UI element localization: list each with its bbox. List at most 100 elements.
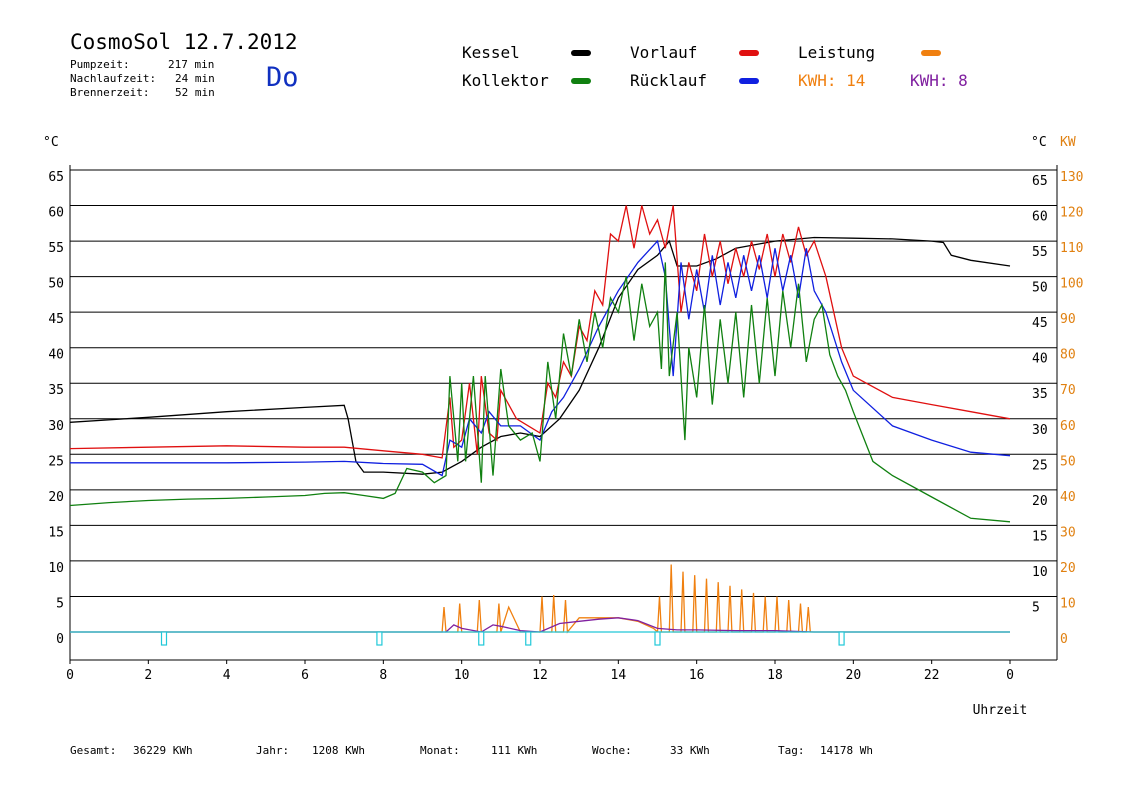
legend-swatch-kollektor — [571, 78, 591, 84]
stat-nachlaufzeit-value: 24 min — [175, 72, 215, 85]
series-line-leistung — [70, 564, 1010, 634]
stat-pumpzeit-value: 217 min — [168, 58, 215, 71]
x-tick-label: 0 — [66, 668, 74, 683]
stat-brennerzeit-value: 52 min — [175, 86, 215, 99]
y-tick-label-right: 35 — [1032, 387, 1048, 402]
x-tick-label: 4 — [223, 668, 231, 683]
y-axis-unit-right: °C — [1031, 135, 1047, 150]
y-tick-label-right: 55 — [1032, 245, 1048, 260]
stat-pumpzeit-label: Pumpzeit: — [70, 58, 130, 71]
pump-marker — [160, 631, 168, 646]
stat-nachlaufzeit-label: Nachlaufzeit: — [70, 72, 157, 85]
y-tick-label-power: 0 — [1060, 632, 1068, 647]
series-line-kollektor — [69, 262, 1011, 523]
x-tick-label: 16 — [689, 668, 705, 683]
x-axis-title: Uhrzeit — [973, 703, 1028, 718]
y-tick-label-power: 50 — [1060, 454, 1076, 469]
y-tick-label-power: 80 — [1060, 348, 1076, 363]
y-tick-label-left: 20 — [48, 490, 64, 505]
y-tick-label-left: 65 — [48, 170, 64, 185]
x-tick-label: 12 — [532, 668, 548, 683]
legend-label-ruecklauf: Rücklauf — [630, 71, 708, 90]
x-tick-label: 8 — [379, 668, 387, 683]
pump-marker — [478, 631, 485, 646]
footer-woche-label: Woche: — [592, 744, 632, 757]
pump-marker — [376, 631, 383, 646]
x-tick-label: 20 — [846, 668, 862, 683]
y-tick-label-power: 30 — [1060, 525, 1076, 540]
x-tick-label: 6 — [301, 668, 309, 683]
y-tick-label-left: 25 — [48, 454, 64, 469]
y-tick-label-power: 110 — [1060, 241, 1083, 256]
y-tick-label-left: 35 — [48, 383, 64, 398]
legend-swatch-vorlauf — [739, 50, 759, 56]
footer-jahr-value: 1208 KWh — [312, 744, 365, 757]
x-tick-label: 14 — [611, 668, 627, 683]
footer-gesamt-label: Gesamt: — [70, 744, 117, 757]
legend-swatch-ruecklauf — [739, 78, 759, 84]
y-tick-label-right: 40 — [1032, 352, 1048, 367]
series-line-kessel — [69, 236, 1011, 475]
y-tick-label-left: 5 — [56, 596, 64, 611]
y-tick-label-power: 90 — [1060, 312, 1076, 327]
x-tick-label: 0 — [1006, 668, 1014, 683]
footer-gesamt-value: 36229 KWh — [133, 744, 193, 757]
y-tick-label-power: 10 — [1060, 596, 1076, 611]
pump-marker — [838, 631, 845, 646]
y-tick-label-right: 50 — [1032, 281, 1048, 296]
y-tick-label-power: 40 — [1060, 490, 1076, 505]
series-line-purple — [70, 617, 1010, 633]
kwh-secondary-total: KWH: 8 — [910, 71, 968, 90]
y-tick-label-power: 120 — [1060, 206, 1083, 221]
y-tick-label-left: 40 — [48, 348, 64, 363]
y-axis-unit-power: KW — [1060, 135, 1076, 150]
y-tick-label-power: 130 — [1060, 170, 1083, 185]
x-tick-label: 22 — [924, 668, 940, 683]
y-tick-label-right: 60 — [1032, 210, 1048, 225]
y-tick-label-left: 55 — [48, 241, 64, 256]
footer-monat-label: Monat: — [420, 744, 460, 757]
stat-brennerzeit-label: Brennerzeit: — [70, 86, 150, 99]
y-tick-label-left: 60 — [48, 206, 64, 221]
y-tick-label-right: 15 — [1032, 529, 1048, 544]
y-tick-label-right: 65 — [1032, 174, 1048, 189]
y-tick-label-right: 25 — [1032, 458, 1048, 473]
y-tick-label-left: 50 — [48, 277, 64, 292]
footer-tag-label: Tag: — [778, 744, 805, 757]
footer-monat-value: 111 KWh — [491, 744, 538, 757]
y-tick-label-power: 100 — [1060, 277, 1083, 292]
legend-label-leistung: Leistung — [798, 43, 876, 62]
footer-woche-value: 33 KWh — [670, 744, 710, 757]
y-tick-label-right: 20 — [1032, 494, 1048, 509]
y-tick-label-right: 5 — [1032, 600, 1040, 615]
legend-label-kessel: Kessel — [462, 43, 520, 62]
y-tick-label-power: 60 — [1060, 419, 1076, 434]
pump-marker — [525, 631, 532, 646]
legend-swatch-leistung — [921, 50, 941, 56]
y-tick-label-right: 10 — [1032, 565, 1048, 580]
legend-label-vorlauf: Vorlauf — [630, 43, 698, 62]
weekday-label: Do — [266, 62, 299, 93]
footer-jahr-label: Jahr: — [256, 744, 290, 757]
y-tick-label-left: 30 — [48, 419, 64, 434]
y-tick-label-right: 30 — [1032, 423, 1048, 438]
x-tick-label: 18 — [767, 668, 783, 683]
page-title: CosmoSol 12.7.2012 — [70, 30, 298, 54]
pump-marker — [654, 631, 661, 646]
y-tick-label-power: 20 — [1060, 561, 1076, 576]
kwh-leistung-total: KWH: 14 — [798, 71, 866, 90]
x-tick-label: 10 — [454, 668, 470, 683]
x-tick-label: 2 — [144, 668, 152, 683]
y-tick-label-left: 10 — [48, 561, 64, 576]
footer-tag-value: 14178 Wh — [820, 744, 873, 757]
legend-swatch-kessel — [571, 50, 591, 56]
y-tick-label-right: 45 — [1032, 316, 1048, 331]
legend-label-kollektor: Kollektor — [462, 71, 549, 90]
y-axis-unit-left: °C — [43, 135, 59, 150]
y-tick-label-power: 70 — [1060, 383, 1076, 398]
series-line-vorlauf — [69, 205, 1011, 459]
y-tick-label-left: 15 — [48, 525, 64, 540]
y-tick-label-left: 45 — [48, 312, 64, 327]
y-tick-label-left: 0 — [56, 632, 64, 647]
